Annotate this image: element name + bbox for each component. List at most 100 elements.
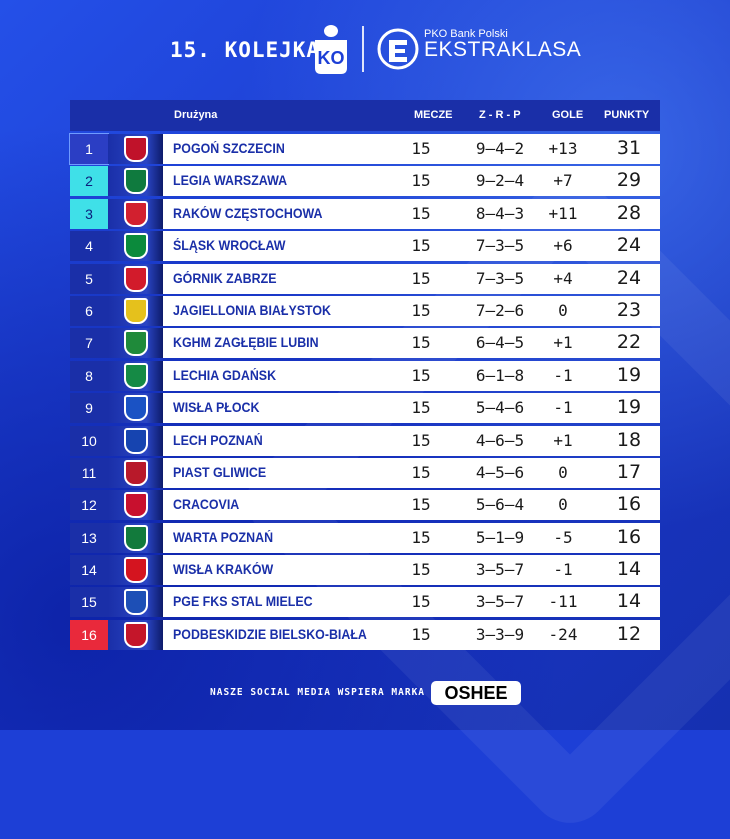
wdl-value: 7–3–5 [475,268,525,288]
position-cell: 15 [70,587,108,618]
team-name: CRACOVIA [173,497,240,513]
row-data: LECH POZNAŃ 15 4–6–5 +1 18 [163,425,660,456]
points-value: 19 [616,363,642,386]
goals-value: -5 [553,527,573,547]
round-title: 15. KOLEJKA [170,38,321,62]
crest-shield-icon [123,233,148,260]
crest-shield-icon [123,330,148,357]
team-name: PIAST GLIWICE [173,464,267,480]
table-row: 13 WARTA POZNAŃ 15 5–1–9 -5 16 [70,522,660,553]
row-data: KGHM ZAGŁĘBIE LUBIN 15 6–4–5 +1 22 [163,328,660,359]
table-row: 7 KGHM ZAGŁĘBIE LUBIN 15 6–4–5 +1 22 [70,328,660,359]
played-value: 15 [411,236,431,256]
crest-shield-icon [123,265,148,292]
club-crest-icon [108,134,163,164]
team-name: RAKÓW CZĘSTOCHOWA [173,205,323,221]
sponsor-logo: OSHEE [431,681,521,705]
crest-shield-icon [123,200,148,227]
table-row: 4 ŚLĄSK WROCŁAW 15 7–3–5 +6 24 [70,231,660,262]
position-cell: 8 [70,360,108,391]
position-cell: 3 [70,198,108,229]
wdl-value: 7–2–6 [475,300,525,320]
table-row: 15 PGE FKS STAL MIELEC 15 3–5–7 -11 14 [70,587,660,618]
points-value: 16 [616,493,642,516]
points-value: 24 [616,234,642,257]
team-name: PGE FKS STAL MIELEC [173,594,313,610]
points-value: 31 [616,137,642,159]
team-name: WARTA POZNAŃ [173,529,274,545]
goals-value: -1 [553,560,573,580]
row-data: RAKÓW CZĘSTOCHOWA 15 8–4–3 +11 28 [163,198,660,229]
played-value: 15 [411,300,431,320]
goals-value: +4 [553,268,573,288]
played-value: 15 [411,624,431,644]
position-cell: 10 [70,425,108,456]
wdl-value: 4–5–6 [475,462,525,482]
league-sponsor: PKO Bank Polski [424,28,508,40]
col-played: MECZE [414,109,453,121]
team-name: PODBESKIDZIE BIELSKO-BIAŁA [173,626,367,642]
goals-value: -24 [548,624,578,644]
goals-value: +1 [553,430,573,450]
team-name: GÓRNIK ZABRZE [173,270,277,286]
crest-shield-icon [123,492,148,519]
points-value: 12 [616,622,642,645]
wdl-value: 6–4–5 [475,333,525,353]
table-header: Drużyna MECZE Z - R - P GOLE PUNKTY [70,100,660,131]
crest-shield-icon [123,589,148,616]
table-row: 1 POGOŃ SZCZECIN 15 9–4–2 +13 31 [69,133,660,165]
played-value: 15 [411,203,431,223]
played-value: 15 [411,398,431,418]
team-name: LECHIA GDAŃSK [173,367,277,383]
points-value: 14 [616,590,642,613]
team-name: ŚLĄSK WROCŁAW [173,238,286,254]
points-value: 22 [616,331,642,354]
club-crest-icon [108,457,163,488]
club-crest-icon [108,587,163,618]
wdl-value: 6–1–8 [475,365,525,385]
col-team: Drużyna [174,109,218,121]
points-value: 28 [616,201,642,224]
club-crest-icon [108,198,163,229]
table-row: 2 LEGIA WARSZAWA 15 9–2–4 +7 29 [70,166,660,197]
team-name: POGOŃ SZCZECIN [173,141,285,156]
row-data: LECHIA GDAŃSK 15 6–1–8 -1 19 [163,360,660,391]
goals-value: 0 [558,462,568,482]
col-wdl: Z - R - P [479,109,521,121]
crest-shield-icon [123,362,148,389]
table-row: 14 WISŁA KRAKÓW 15 3–5–7 -1 14 [70,555,660,586]
club-crest-icon [108,619,163,650]
played-value: 15 [411,171,431,191]
position-cell: 1 [69,133,109,165]
row-data: PIAST GLIWICE 15 4–5–6 0 17 [163,457,660,488]
table-row: 12 CRACOVIA 15 5–6–4 0 16 [70,490,660,521]
wdl-value: 5–6–4 [475,495,525,515]
crest-shield-icon [123,136,148,162]
crest-shield-icon [123,459,148,486]
position-cell: 9 [70,393,108,424]
played-value: 15 [411,527,431,547]
wdl-value: 3–5–7 [475,592,525,612]
played-value: 15 [411,333,431,353]
team-name: JAGIELLONIA BIAŁYSTOK [173,302,332,318]
wdl-value: 3–5–7 [475,560,525,580]
table-row: 10 LECH POZNAŃ 15 4–6–5 +1 18 [70,425,660,456]
table-row: 16 PODBESKIDZIE BIELSKO-BIAŁA 15 3–3–9 -… [70,619,660,650]
ekstraklasa-logo [377,28,419,70]
played-value: 15 [411,430,431,450]
played-value: 15 [411,268,431,288]
team-name: LEGIA WARSZAWA [173,173,288,189]
position-cell: 14 [70,555,108,586]
team-name: KGHM ZAGŁĘBIE LUBIN [173,335,319,351]
row-data: POGOŃ SZCZECIN 15 9–4–2 +13 31 [163,134,660,164]
row-data: LEGIA WARSZAWA 15 9–2–4 +7 29 [163,166,660,197]
pko-logo: KO [315,25,347,74]
row-data: PODBESKIDZIE BIELSKO-BIAŁA 15 3–3–9 -24 … [163,619,660,650]
wdl-value: 8–4–3 [475,203,525,223]
wdl-value: 5–4–6 [475,398,525,418]
club-crest-icon [108,166,163,197]
row-data: CRACOVIA 15 5–6–4 0 16 [163,490,660,521]
club-crest-icon [108,425,163,456]
points-value: 17 [616,460,642,483]
played-value: 15 [411,560,431,580]
